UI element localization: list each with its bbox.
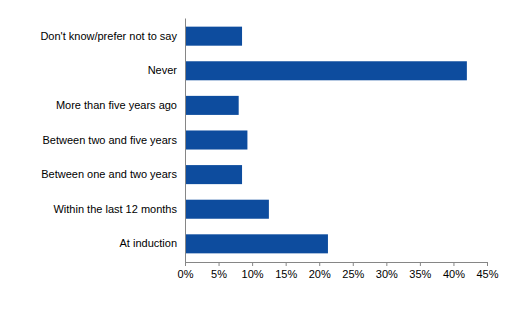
y-axis: Don't know/prefer not to say Never More th…: [40, 19, 185, 263]
x-tick: 35%: [409, 262, 431, 280]
x-tick-mark: [353, 262, 354, 266]
y-tick-label: Never: [148, 64, 178, 76]
bar: [185, 27, 242, 46]
x-tick-label: 15%: [275, 268, 297, 280]
x-tick-mark: [319, 262, 320, 266]
bar: [185, 200, 269, 219]
x-tick-mark: [219, 262, 220, 266]
x-tick: 15%: [275, 262, 297, 280]
x-axis: 0% 5% 10% 15% 20% 25% 30% 35% 40% 45%: [178, 262, 499, 280]
y-tick: More than five years ago: [56, 99, 185, 111]
bar: [185, 61, 467, 80]
x-tick: 25%: [342, 262, 364, 280]
x-axis-line: [186, 262, 488, 263]
bar: [185, 234, 328, 253]
y-tick-label: Don't know/prefer not to say: [40, 30, 177, 42]
chart: 0% 5% 10% 15% 20% 25% 30% 35% 40% 45% Don't know/p…: [0, 0, 527, 309]
y-tick-label: At induction: [120, 237, 177, 249]
x-tick-label: 35%: [409, 268, 431, 280]
x-tick-label: 25%: [342, 268, 364, 280]
y-axis-line: [185, 19, 186, 263]
x-tick-mark: [286, 262, 287, 266]
x-tick: 5%: [211, 262, 227, 280]
y-tick: Never: [148, 64, 185, 76]
y-tick-label: Between one and two years: [41, 168, 177, 180]
y-tick: Between two and five years: [42, 134, 185, 146]
x-tick-label: 40%: [443, 268, 465, 280]
plot: 0% 5% 10% 15% 20% 25% 30% 35% 40% 45% Don't know/p…: [40, 19, 498, 280]
x-tick-mark: [386, 262, 387, 266]
y-tick: At induction: [120, 237, 185, 249]
x-tick: 30%: [376, 262, 398, 280]
bar: [185, 165, 242, 184]
x-tick-label: 30%: [376, 268, 398, 280]
x-tick: 10%: [242, 262, 264, 280]
y-tick: Between one and two years: [41, 168, 185, 180]
x-tick: 20%: [309, 262, 331, 280]
x-tick-mark: [252, 262, 253, 266]
x-tick-mark: [185, 262, 186, 266]
x-tick-label: 0%: [178, 268, 194, 280]
bar: [185, 130, 247, 149]
x-tick-mark: [420, 262, 421, 266]
y-tick: Don't know/prefer not to say: [40, 30, 185, 42]
x-tick: 45%: [476, 262, 498, 280]
x-tick-label: 10%: [242, 268, 264, 280]
bar: [185, 96, 239, 115]
x-tick-label: 20%: [309, 268, 331, 280]
y-tick: Within the last 12 months: [53, 203, 185, 215]
x-tick-mark: [453, 262, 454, 266]
x-tick-mark: [487, 262, 488, 266]
bars: [185, 27, 467, 254]
x-tick: 40%: [443, 262, 465, 280]
y-tick-label: Within the last 12 months: [53, 203, 177, 215]
y-tick-label: More than five years ago: [56, 99, 177, 111]
y-tick-label: Between two and five years: [42, 134, 177, 146]
x-tick: 0%: [178, 262, 194, 280]
x-tick-label: 45%: [476, 268, 498, 280]
x-tick-label: 5%: [211, 268, 227, 280]
